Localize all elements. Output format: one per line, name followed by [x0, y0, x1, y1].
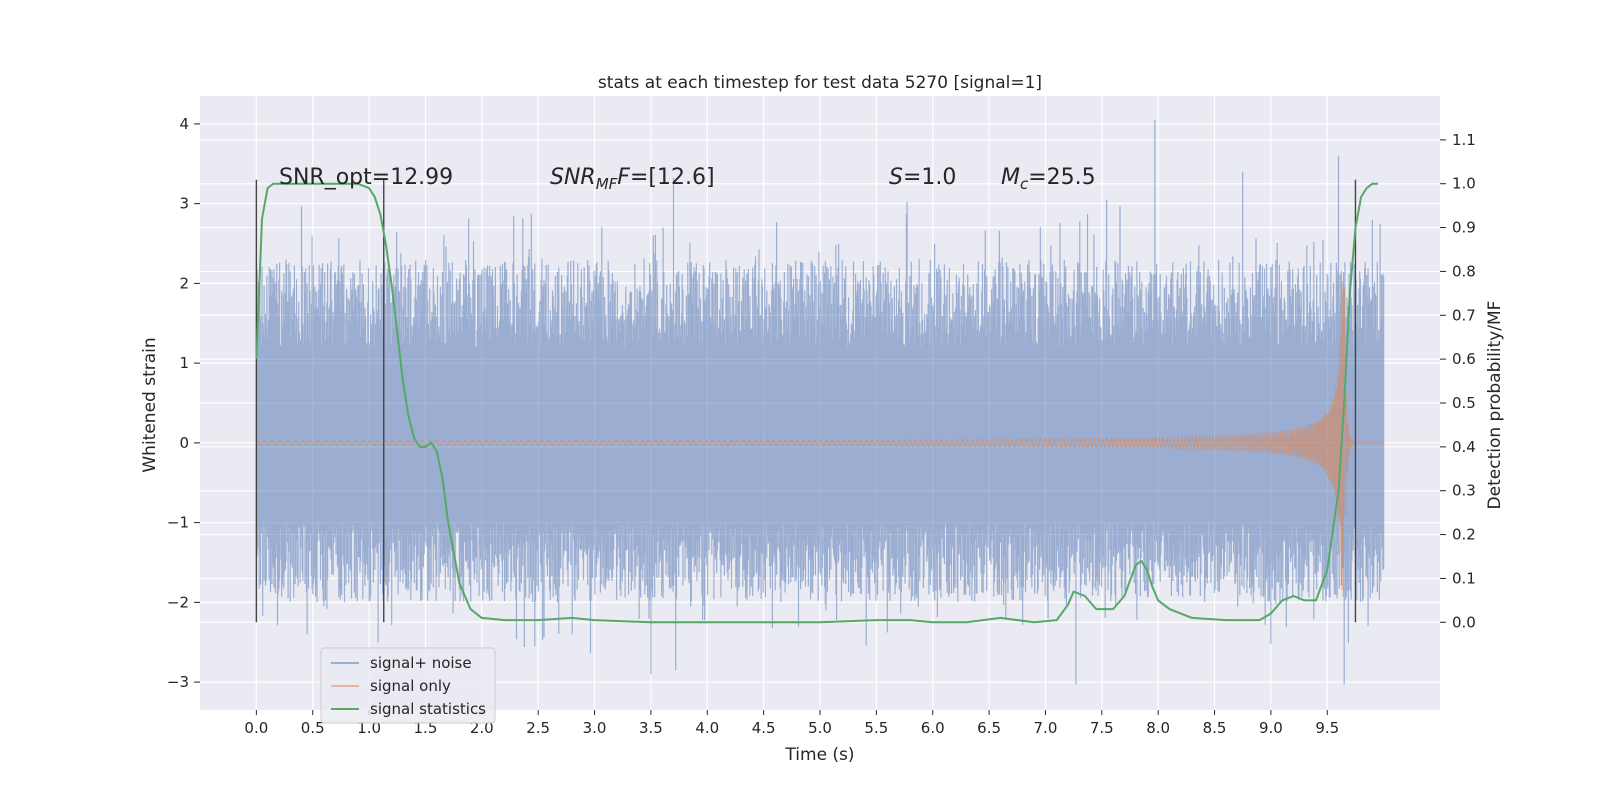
y-tick-label-right-2: 0.2: [1452, 526, 1476, 544]
y-tick-label-right-1: 0.1: [1452, 569, 1476, 587]
x-tick-label-0: 0.0: [244, 719, 268, 737]
signal-only-line: [256, 283, 1384, 597]
y-tick-label-left-0: −3: [167, 673, 189, 691]
annotation-mc-sub: c: [1020, 175, 1029, 193]
x-tick-label-6: 3.0: [583, 719, 607, 737]
legend-label-signal-plus-noise: signal+ noise: [370, 654, 472, 672]
y-axis-label-left: Whitened strain: [140, 337, 160, 472]
x-tick-label-9: 4.5: [752, 719, 776, 737]
legend-label-signal-only: signal only: [370, 677, 451, 695]
annotation-s: S=1.0: [889, 165, 956, 190]
annotation-snr-mf: SNRMFF=[12.6]: [550, 165, 715, 193]
x-tick-label-10: 5.0: [808, 719, 832, 737]
y-tick-label-right-3: 0.3: [1452, 482, 1476, 500]
series-signal-statistics: [255, 182, 1378, 624]
annotation-mc: Mc=25.5: [1001, 165, 1096, 193]
series-signal-only: [256, 283, 1384, 597]
x-axis-label: Time (s): [784, 745, 854, 765]
x-tick-label-13: 6.5: [977, 719, 1001, 737]
y-tick-label-right-0: 0.0: [1452, 613, 1476, 631]
right-axis-ticks: 0.0 0.1 0.2 0.3 0.4 0.5 0.6 0.7 0.8 0.9 1.0 1.1: [1440, 131, 1476, 631]
x-tick-label-16: 8.0: [1146, 719, 1170, 737]
x-tick-label-1: 0.5: [301, 719, 325, 737]
y-tick-label-left-1: −2: [167, 593, 189, 611]
y-tick-label-right-7: 0.7: [1452, 306, 1476, 324]
annotation-mc-symbol: M: [1001, 165, 1020, 190]
chart-title: stats at each timestep for test data 527…: [598, 73, 1042, 93]
legend-box: [320, 647, 496, 724]
y-tick-label-right-5: 0.5: [1452, 394, 1476, 412]
y-tick-label-left-2: −1: [167, 514, 189, 532]
y-tick-label-right-10: 1.0: [1452, 175, 1476, 193]
annotation-s-symbol: S: [889, 165, 903, 190]
annotation-s-value: =1.0: [903, 165, 956, 190]
vertical-markers: [255, 179, 1357, 623]
y-tick-label-left-4: 1: [179, 354, 189, 372]
x-tick-label-17: 8.5: [1203, 719, 1227, 737]
y-axis-label-right: Detection probability/MF: [1485, 301, 1505, 510]
x-tick-label-18: 9.0: [1259, 719, 1283, 737]
legend-label-signal-statistics: signal statistics: [370, 700, 486, 718]
y-tick-label-left-5: 2: [179, 274, 189, 292]
annotation-mc-value: =25.5: [1028, 165, 1095, 190]
x-tick-label-14: 7.0: [1034, 719, 1058, 737]
y-tick-label-right-11: 1.1: [1452, 131, 1476, 149]
y-tick-label-right-8: 0.8: [1452, 262, 1476, 280]
x-tick-label-5: 2.5: [526, 719, 550, 737]
annotation-snr-mf-sub: MF: [596, 175, 618, 193]
x-tick-label-7: 3.5: [639, 719, 663, 737]
x-tick-label-15: 7.5: [1090, 719, 1114, 737]
y-tick-label-left-6: 3: [179, 195, 189, 213]
left-axis-ticks: −3 −2 −1 0 1 2 3 4: [167, 115, 200, 691]
x-tick-label-12: 6.0: [921, 719, 945, 737]
x-tick-label-19: 9.5: [1315, 719, 1339, 737]
annotation-snr-mf-value: =[12.6]: [630, 165, 715, 190]
x-tick-label-8: 4.0: [695, 719, 719, 737]
y-tick-label-right-4: 0.4: [1452, 438, 1476, 456]
x-tick-label-11: 5.5: [864, 719, 888, 737]
y-tick-label-left-7: 4: [179, 115, 189, 133]
annotation-snr-mf-base: SNR: [550, 165, 596, 190]
y-tick-label-left-3: 0: [179, 434, 189, 452]
legend: signal+ noise signal only signal statist…: [320, 647, 496, 724]
y-tick-label-right-6: 0.6: [1452, 350, 1476, 368]
annotation-snr-opt: SNR_opt=12.99: [279, 165, 453, 190]
signal-statistics-line: [255, 182, 1378, 624]
y-tick-label-right-9: 0.9: [1452, 219, 1476, 237]
